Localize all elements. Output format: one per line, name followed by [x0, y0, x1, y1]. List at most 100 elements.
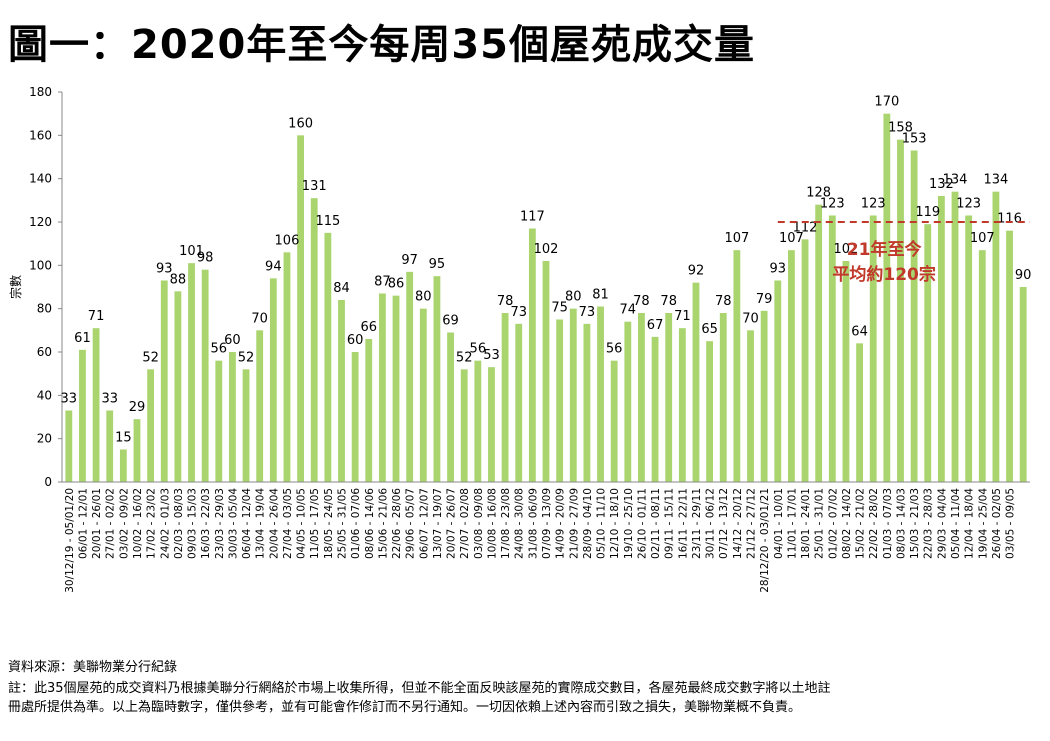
bar: [256, 330, 264, 482]
bar-value-label: 70: [251, 311, 268, 326]
bar-value-label: 116: [997, 212, 1022, 227]
y-tick-label: 100: [29, 258, 52, 272]
x-tick-label: 15/03 - 21/03: [909, 488, 921, 559]
y-tick-label: 120: [29, 215, 52, 229]
x-tick-label: 07/09 - 13/09: [541, 488, 553, 559]
bar-value-label: 134: [984, 173, 1009, 188]
bar: [406, 271, 414, 482]
x-tick-label: 04/01 - 10/01: [773, 488, 785, 559]
bar-series: [65, 113, 1027, 483]
bar: [951, 191, 959, 482]
bar-value-label: 117: [520, 210, 545, 225]
bar: [92, 328, 100, 482]
bar-value-label: 78: [660, 294, 677, 309]
x-tick-label: 16/11 - 22/11: [677, 488, 689, 559]
bar: [474, 360, 482, 482]
x-tick-label: 28/09 - 04/10: [582, 488, 594, 559]
bar: [638, 313, 645, 482]
bar-value-label: 134: [943, 173, 968, 188]
x-tick-label: 24/08 - 30/08: [514, 488, 526, 559]
bar: [624, 321, 632, 482]
x-tick-label: 12/10 - 18/10: [609, 488, 621, 559]
bar: [174, 291, 182, 482]
x-tick-label: 19/10 - 25/10: [623, 488, 635, 559]
bar: [583, 323, 591, 482]
bar: [528, 228, 536, 482]
bar: [869, 215, 877, 482]
bar-value-label: 87: [374, 275, 391, 290]
bar: [965, 215, 973, 482]
bar-value-label: 73: [579, 305, 596, 320]
bar: [106, 410, 114, 482]
bar-value-label: 101: [179, 244, 204, 259]
x-tick-label: 12/04 - 18/04: [964, 488, 976, 559]
bar: [774, 280, 782, 482]
bar: [119, 449, 127, 482]
bar: [515, 323, 523, 482]
bar: [433, 276, 441, 482]
bar-value-label: 29: [129, 400, 146, 415]
x-tick-label: 10/02 - 16/02: [132, 488, 144, 559]
y-tick-label: 80: [37, 302, 52, 316]
bar: [188, 263, 195, 482]
x-tick-label: 24/02 - 01/03: [159, 488, 171, 559]
bar: [992, 191, 1000, 482]
bar-value-label: 81: [592, 288, 609, 303]
bar: [501, 313, 509, 482]
x-tick-label: 11/01 - 17/01: [786, 488, 798, 559]
bar: [597, 306, 604, 482]
bar: [856, 343, 863, 482]
y-tick-label: 60: [37, 345, 52, 359]
bar: [79, 349, 86, 482]
x-tick-label: 30/12/19 - 05/01/20: [64, 488, 76, 593]
bar-value-label: 107: [724, 231, 749, 246]
bar-value-label: 78: [497, 294, 514, 309]
bar: [242, 369, 250, 482]
bar-value-label: 84: [333, 281, 350, 296]
x-tick-label: 31/08 - 06/09: [527, 488, 539, 559]
bar: [692, 282, 700, 482]
bar-value-label: 56: [606, 342, 623, 357]
x-tick-label: 18/01 - 24/01: [800, 488, 812, 559]
bar-value-label: 97: [401, 253, 418, 268]
x-tick-label: 18/05 - 24/05: [323, 488, 335, 559]
bar-value-label: 71: [88, 309, 105, 324]
bar-value-label: 95: [429, 257, 446, 272]
x-tick-label: 25/01 - 31/01: [814, 488, 826, 559]
bar: [269, 278, 277, 482]
x-tick-label: 28/12/20 - 03/01/21: [759, 488, 771, 593]
bar: [937, 196, 945, 482]
x-tick-label: 23/11 - 29/11: [691, 488, 703, 559]
x-tick-label: 13/07 - 19/07: [432, 488, 444, 559]
bar-value-label: 94: [265, 259, 282, 274]
x-tick-label: 17/02 - 23/02: [146, 488, 158, 559]
x-tick-label: 02/03 - 08/03: [173, 488, 185, 559]
bar-value-label: 80: [415, 290, 432, 305]
bar: [706, 341, 714, 482]
y-tick-label: 20: [37, 432, 52, 446]
x-tick-label: 08/02 - 14/02: [841, 488, 853, 559]
x-tick-label: 01/02 - 07/02: [827, 488, 839, 559]
bar-value-label: 74: [620, 303, 637, 318]
x-tick-label: 26/10 - 01/11: [636, 488, 648, 559]
bar-value-label: 52: [238, 350, 255, 365]
bar-value-label: 60: [224, 333, 241, 348]
page-title: 圖一：2020年至今每周35個屋苑成交量: [8, 22, 755, 68]
bar: [924, 224, 932, 482]
x-tick-label: 25/05 - 31/05: [336, 488, 348, 559]
x-tick-label: 27/04 - 03/05: [282, 488, 294, 559]
bar: [828, 215, 836, 482]
bar-value-label: 52: [456, 350, 473, 365]
bar-value-label: 131: [302, 179, 327, 194]
bar: [1019, 287, 1027, 482]
x-tick-label: 03/02 - 09/02: [118, 488, 130, 559]
bar-value-label: 61: [74, 331, 91, 346]
x-tick-label: 08/03 - 14/03: [895, 488, 907, 559]
bar-value-label: 52: [142, 350, 159, 365]
x-tick-label: 08/06 - 14/06: [364, 488, 376, 559]
bar-value-label: 123: [820, 197, 845, 212]
bar: [365, 339, 373, 482]
bar: [651, 336, 659, 482]
x-tick-label: 09/03 - 15/03: [187, 488, 199, 559]
y-tick-label: 140: [29, 172, 52, 186]
